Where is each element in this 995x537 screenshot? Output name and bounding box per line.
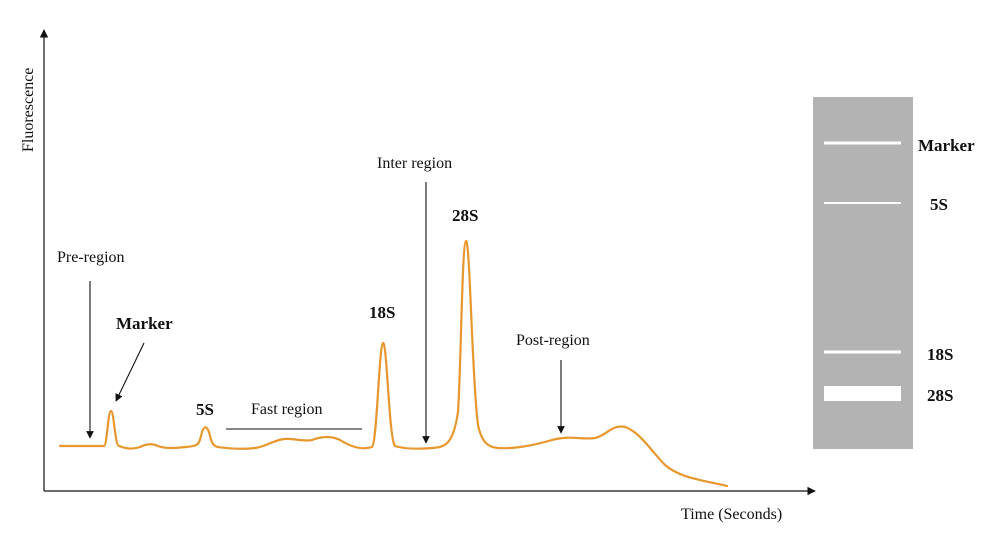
28s-peak-label: 28S [452,206,478,225]
gel-band-label-18s: 18S [927,345,953,364]
y-axis-label: Fluorescence [20,68,37,152]
gel-band-label-28s: 28S [927,386,953,405]
gel-band-label-marker: Marker [918,136,975,155]
pre-region-label: Pre-region [57,249,125,266]
gel-band-5s [824,202,901,204]
post-region-label: Post-region [516,332,590,349]
gel-band-label-5s: 5S [930,195,948,214]
gel-band-28s [824,386,901,401]
gel-band-marker [824,141,901,145]
fast-region-label: Fast region [251,401,323,418]
gel-band-18s [824,350,901,354]
x-axis-label: Time (Seconds) [681,506,782,523]
18s-peak-label: 18S [369,303,395,322]
marker-arrow [115,342,145,402]
5s-peak-label: 5S [196,400,214,419]
inter-region-label: Inter region [377,155,452,172]
fluorescence-trace [58,239,729,488]
marker-peak-label: Marker [116,314,173,333]
